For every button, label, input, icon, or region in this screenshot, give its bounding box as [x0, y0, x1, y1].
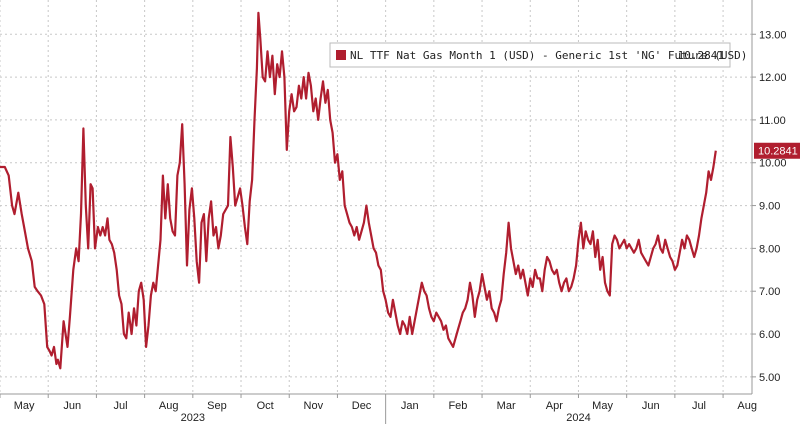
x-tick-label: Aug: [737, 400, 757, 412]
legend-last-value: 10.2841: [678, 49, 724, 62]
legend-box: [329, 42, 731, 68]
x-tick-label: Jul: [692, 400, 706, 412]
y-tick-label: 11.00: [759, 115, 786, 127]
y-tick-label: 7.00: [759, 286, 780, 298]
y-tick-label: 12.00: [759, 72, 787, 84]
last-value-label: 10.2841: [758, 146, 798, 158]
y-tick-label: 6.00: [759, 329, 780, 341]
x-tick-label: Nov: [304, 400, 324, 412]
y-tick-label: 5.00: [759, 372, 780, 384]
x-tick-label: Feb: [448, 400, 467, 412]
x-tick-label: Oct: [257, 400, 274, 412]
y-tick-label: 10.00: [759, 158, 787, 170]
x-tick-label: Sep: [207, 400, 227, 412]
y-tick-label: 9.00: [759, 201, 780, 213]
legend-label: NL TTF Nat Gas Month 1 (USD) - Generic 1…: [350, 49, 747, 62]
series-layer: [0, 11, 717, 370]
x-tick-label: Mar: [497, 400, 516, 412]
x-tick-label: Apr: [546, 400, 563, 412]
legend: NL TTF Nat Gas Month 1 (USD) - Generic 1…: [329, 42, 747, 68]
year-label: 2023: [181, 412, 205, 424]
x-tick-label: Jun: [642, 400, 660, 412]
x-tick-label: May: [592, 400, 613, 412]
legend-swatch: [336, 50, 346, 60]
x-tick-label: Aug: [159, 400, 179, 412]
year-label: 2024: [566, 412, 590, 424]
y-tick-label: 13.00: [759, 29, 787, 41]
last-value-badge: [754, 142, 800, 159]
x-tick-label: Dec: [352, 400, 372, 412]
x-tick-label: Jan: [401, 400, 419, 412]
x-tick-label: Jul: [113, 400, 127, 412]
series-line-ttf-vs-ng: [0, 11, 717, 370]
x-tick-label: May: [14, 400, 35, 412]
y-tick-label: 8.00: [759, 243, 780, 255]
x-tick-label: Jun: [63, 400, 81, 412]
